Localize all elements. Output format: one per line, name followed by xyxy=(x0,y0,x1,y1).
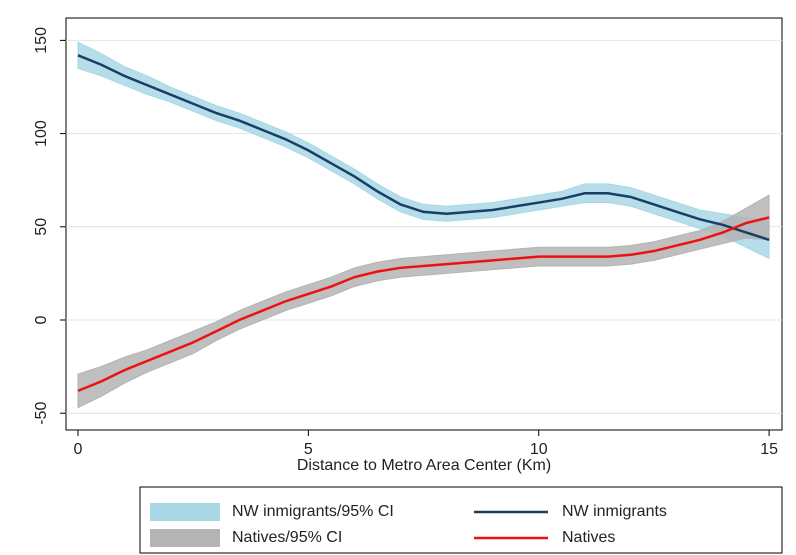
y-tick-label: -50 xyxy=(33,402,50,425)
legend-box xyxy=(139,486,783,554)
plot-frame xyxy=(65,17,783,431)
ci-band xyxy=(77,41,770,260)
legend-label: NW inmigrants/95% CI xyxy=(232,503,394,520)
legend-label: NW inmigrants xyxy=(562,503,667,520)
legend-swatch xyxy=(150,529,220,547)
x-axis-title: Distance to Metro Area Center (Km) xyxy=(297,457,551,474)
line xyxy=(77,216,770,393)
legend-label: Natives xyxy=(562,529,615,546)
legend-swatch xyxy=(150,503,220,521)
y-tick-label: 150 xyxy=(33,27,50,54)
x-tick-label: 15 xyxy=(760,441,778,458)
y-tick-label: 100 xyxy=(33,120,50,147)
x-tick-label: 10 xyxy=(530,441,548,458)
y-tick-label: 50 xyxy=(33,218,50,236)
y-tick-label: 0 xyxy=(33,315,50,324)
line xyxy=(77,54,770,242)
x-tick-label: 0 xyxy=(74,441,83,458)
x-tick-label: 5 xyxy=(304,441,313,458)
legend-label: Natives/95% CI xyxy=(232,529,342,546)
